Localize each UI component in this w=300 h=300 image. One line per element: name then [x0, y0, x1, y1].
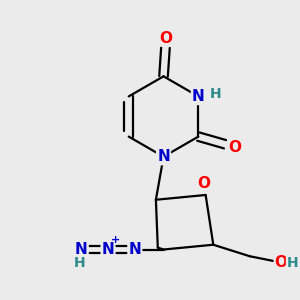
Text: N: N: [192, 89, 205, 104]
Text: H: H: [74, 256, 85, 270]
Text: +: +: [111, 235, 120, 245]
Text: N: N: [128, 242, 141, 257]
Text: H: H: [287, 256, 298, 270]
Text: N: N: [157, 149, 170, 164]
Text: H: H: [210, 86, 221, 100]
Text: N: N: [75, 242, 88, 257]
Text: O: O: [197, 176, 210, 191]
Text: O: O: [228, 140, 241, 154]
Text: N: N: [102, 242, 114, 257]
Text: O: O: [275, 255, 288, 270]
Text: O: O: [159, 31, 172, 46]
